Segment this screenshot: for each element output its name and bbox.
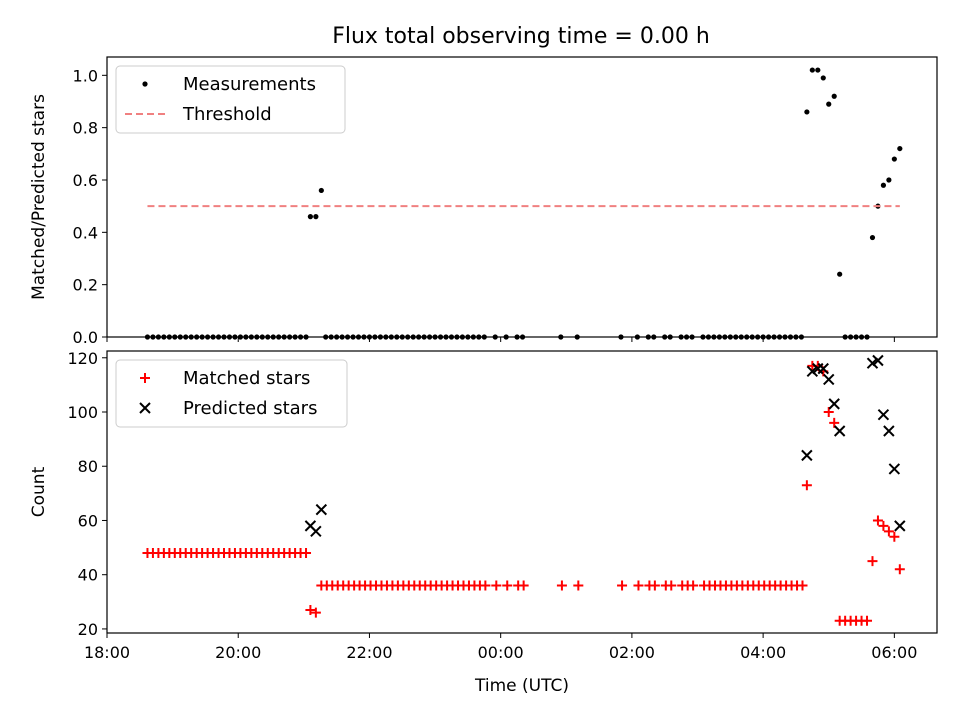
predicted-star-point bbox=[877, 409, 890, 421]
y-axis-label: Count bbox=[29, 466, 49, 517]
predicted-star-point bbox=[310, 525, 322, 538]
matched-star-point bbox=[310, 607, 321, 618]
top-panel: 0.0 0.2 0.4 0.6 0.8 1.0 Matched/Predicted star… bbox=[29, 56, 938, 347]
x-tick-label: 20:00 bbox=[215, 643, 261, 662]
x-tick-label: 06:00 bbox=[871, 643, 917, 662]
measurement-point bbox=[809, 67, 815, 73]
legend: Matched stars Predicted stars bbox=[115, 359, 348, 428]
predicted-star-point bbox=[823, 373, 835, 386]
matched-star-point bbox=[688, 580, 699, 591]
legend-label: Predicted stars bbox=[183, 398, 317, 419]
measurement-point bbox=[826, 101, 832, 107]
y-tick-label: 100 bbox=[67, 403, 98, 422]
legend-label: Threshold bbox=[182, 104, 272, 125]
y-tick-label: 60 bbox=[78, 511, 98, 530]
axes-frame bbox=[106, 56, 938, 338]
measurement-point bbox=[831, 93, 837, 99]
legend: Measurements Threshold bbox=[115, 65, 346, 134]
legend-box bbox=[115, 359, 348, 428]
predicted-star-point bbox=[888, 463, 901, 475]
matched-star-point bbox=[829, 417, 840, 428]
y-tick-label: 0.6 bbox=[73, 171, 98, 190]
matched-star-point bbox=[872, 515, 883, 526]
measurement-point bbox=[804, 109, 810, 115]
matched-star-point bbox=[883, 526, 894, 537]
matched-star-point bbox=[502, 580, 513, 591]
matched-star-point bbox=[480, 580, 491, 591]
x-tick-label: 18:00 bbox=[84, 643, 130, 662]
measurement-point bbox=[820, 75, 826, 81]
figure-title: Flux total observing time = 0.00 h bbox=[332, 24, 710, 49]
x-tick-label: 22:00 bbox=[346, 643, 392, 662]
y-tick-label: 40 bbox=[78, 566, 98, 585]
legend-marker bbox=[142, 81, 148, 87]
legend-marker bbox=[139, 402, 151, 414]
predicted-star-point bbox=[817, 362, 829, 375]
y-tick-label: 80 bbox=[78, 457, 98, 476]
predicted-star-point bbox=[866, 357, 879, 369]
y-tick-label: 0.2 bbox=[73, 276, 98, 295]
predicted-star-point bbox=[806, 365, 819, 378]
predicted-star-point bbox=[833, 425, 846, 437]
axes-frame bbox=[106, 350, 938, 634]
y-tick-label: 20 bbox=[78, 620, 98, 639]
legend-label: Measurements bbox=[183, 74, 316, 95]
measurement-point bbox=[869, 234, 876, 241]
measurement-point bbox=[880, 182, 887, 188]
matched-star-point bbox=[633, 580, 644, 591]
legend-label: Matched stars bbox=[183, 368, 310, 389]
matched-star-point bbox=[301, 548, 312, 559]
matched-star-point bbox=[666, 580, 677, 591]
matched-star-point bbox=[573, 580, 584, 591]
matched-star-point bbox=[491, 580, 502, 591]
predicted-star-point bbox=[315, 503, 328, 516]
matched-star-point bbox=[305, 604, 316, 615]
x-tick-label: 04:00 bbox=[740, 643, 786, 662]
legend-box bbox=[115, 65, 346, 134]
y-tick-label: 0.4 bbox=[73, 223, 98, 242]
predicted-star-point bbox=[801, 449, 813, 462]
matched-star-point bbox=[797, 580, 808, 591]
measurement-point bbox=[815, 67, 821, 73]
y-axis-label: Matched/Predicted stars bbox=[29, 94, 49, 300]
matched-star-point bbox=[862, 615, 873, 626]
legend-marker bbox=[140, 373, 150, 383]
matched-star-point bbox=[556, 580, 567, 591]
matched-star-point bbox=[894, 564, 905, 575]
matched-star-point bbox=[889, 531, 900, 542]
measurement-point bbox=[307, 214, 313, 220]
y-tick-label: 1.0 bbox=[73, 66, 98, 85]
y-tick-label: 0.8 bbox=[73, 119, 98, 138]
bottom-panel: 18:00 20:00 22:00 00:00 02:00 04:00 06:00 20 40 6… bbox=[29, 349, 938, 696]
y-tick-label: 120 bbox=[67, 349, 98, 368]
x-tick-label: 02:00 bbox=[609, 643, 655, 662]
matched-star-point bbox=[878, 520, 889, 531]
y-tick-label: 0.0 bbox=[73, 328, 98, 347]
measurement-point bbox=[886, 177, 892, 183]
predicted-star-point bbox=[883, 425, 895, 437]
measurement-point bbox=[897, 145, 903, 152]
matched-star-point bbox=[617, 580, 628, 591]
matched-star-point bbox=[867, 556, 878, 567]
predicted-star-point bbox=[828, 398, 840, 410]
predicted-star-point bbox=[872, 354, 884, 367]
measurement-point bbox=[837, 271, 843, 277]
predicted-star-point bbox=[894, 520, 906, 532]
measurement-point bbox=[313, 214, 319, 220]
matched-star-point bbox=[823, 407, 834, 418]
measurement-point bbox=[891, 156, 897, 162]
matched-star-point bbox=[801, 480, 812, 491]
x-axis-label: Time (UTC) bbox=[474, 676, 569, 696]
matched-star-point bbox=[649, 580, 660, 591]
matched-star-point bbox=[518, 580, 529, 591]
x-tick-label: 00:00 bbox=[478, 643, 524, 662]
measurement-point bbox=[318, 187, 324, 194]
